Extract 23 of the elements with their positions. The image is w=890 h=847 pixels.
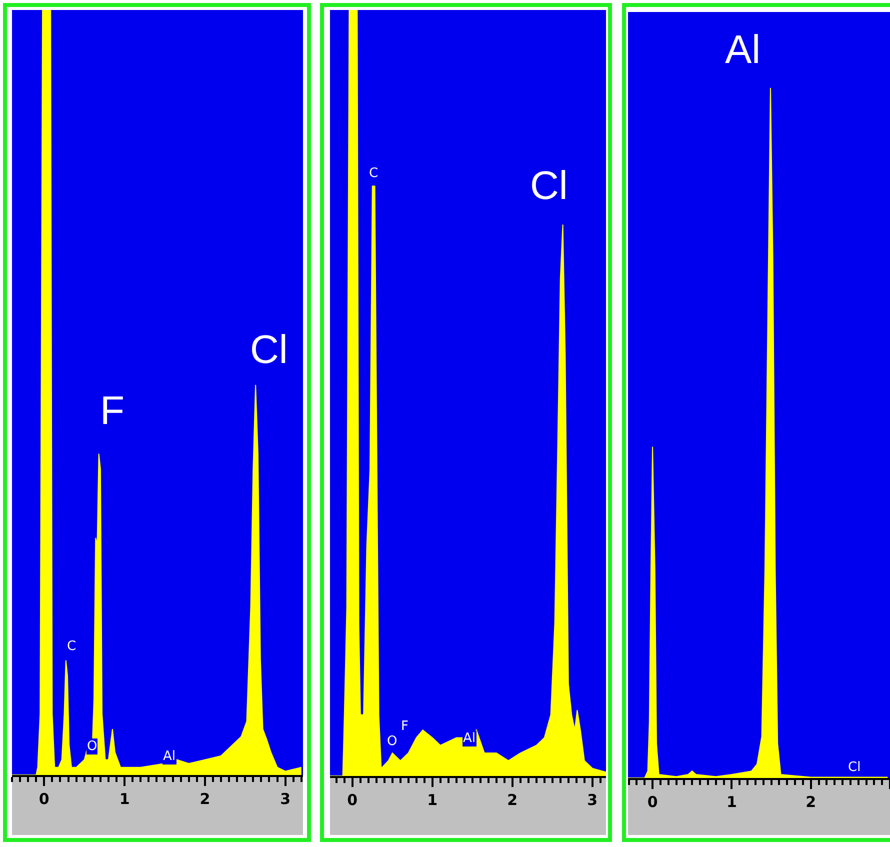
annotation: O — [387, 734, 398, 749]
x-tick-label: 2 — [200, 790, 210, 808]
annotation: Al — [463, 731, 476, 746]
x-tick-label: 2 — [507, 791, 518, 809]
annotation: F — [401, 719, 408, 734]
annotation: C — [67, 639, 76, 654]
annotation: Al — [163, 749, 176, 764]
annotation: Cl — [848, 760, 861, 775]
annotation: C — [369, 166, 378, 181]
x-tick-label: 0 — [647, 793, 658, 811]
x-tick-label: 3 — [587, 791, 598, 809]
x-tick-label: 3 — [280, 790, 291, 808]
annotation: F — [100, 389, 124, 433]
x-tick-label: 1 — [726, 793, 737, 811]
x-tick-label: 0 — [347, 791, 358, 809]
annotation: Cl — [250, 328, 288, 372]
x-tick-label: 1 — [119, 790, 130, 808]
annotation: O — [87, 739, 98, 754]
x-tick-label: 1 — [427, 791, 438, 809]
annotation: Cl — [530, 164, 568, 208]
text: Al — [725, 28, 761, 72]
x-tick-label: 2 — [806, 793, 816, 811]
x-tick-label: 0 — [38, 790, 50, 808]
